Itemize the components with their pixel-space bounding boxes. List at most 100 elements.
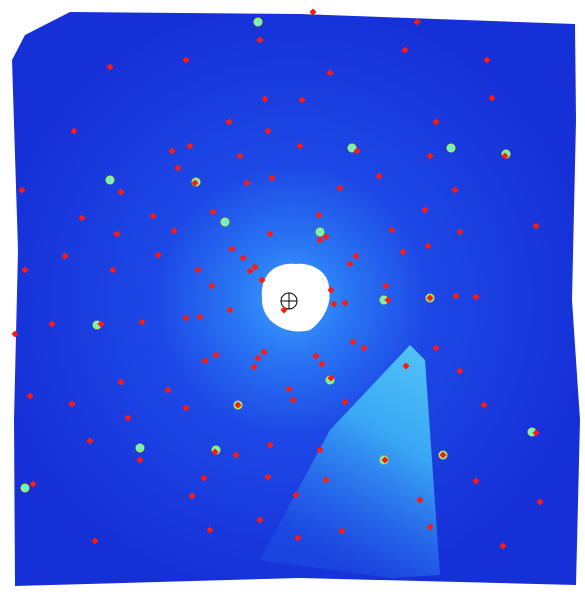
predicted-spot <box>353 147 361 155</box>
predicted-spot <box>532 429 540 437</box>
predicted-spot <box>296 142 304 150</box>
predicted-spot <box>360 344 368 352</box>
diffraction-spot <box>135 443 145 453</box>
predicted-spot <box>483 56 491 64</box>
predicted-spot <box>266 441 274 449</box>
predicted-spot <box>349 338 357 346</box>
predicted-spot <box>341 299 349 307</box>
predicted-spot <box>236 152 244 160</box>
diffraction-spot <box>20 483 30 493</box>
predicted-spot <box>439 451 447 459</box>
predicted-spot <box>472 293 480 301</box>
ice-streak <box>260 345 440 578</box>
predicted-spot <box>29 480 37 488</box>
predicted-spot <box>117 188 125 196</box>
predicted-spot <box>285 385 293 393</box>
predicted-spot <box>206 526 214 534</box>
predicted-spot <box>426 152 434 160</box>
predicted-spot <box>264 127 272 135</box>
beamstop-shadow <box>261 263 330 332</box>
predicted-spot <box>182 314 190 322</box>
predicted-spot <box>352 252 360 260</box>
predicted-spot <box>315 211 323 219</box>
predicted-spot <box>201 357 209 365</box>
predicted-spot <box>113 230 121 238</box>
predicted-spot <box>91 537 99 545</box>
predicted-spot <box>97 320 105 328</box>
predicted-spot <box>309 8 317 16</box>
predicted-spot <box>246 267 254 275</box>
predicted-spot <box>289 396 297 404</box>
predicted-spot <box>456 228 464 236</box>
predicted-spot <box>413 18 421 26</box>
predicted-spot <box>316 236 324 244</box>
predicted-spot <box>138 318 146 326</box>
predicted-spot <box>68 400 76 408</box>
predicted-spot <box>330 300 338 308</box>
predicted-spot <box>86 437 94 445</box>
predicted-spot <box>402 362 410 370</box>
predicted-spot <box>381 456 389 464</box>
predicted-spot <box>188 492 196 500</box>
predicted-spot <box>322 233 330 241</box>
predicted-spot <box>294 534 302 542</box>
diffraction-spot <box>105 175 115 185</box>
diffraction-spot <box>347 143 357 153</box>
predicted-spot <box>211 448 219 456</box>
predicted-spot <box>426 294 434 302</box>
predicted-spot <box>250 363 258 371</box>
predicted-spot <box>399 248 407 256</box>
predicted-spot <box>532 222 540 230</box>
predicted-spot <box>124 414 132 422</box>
diffraction-spot <box>253 17 263 27</box>
predicted-spot <box>336 184 344 192</box>
predicted-spot <box>226 306 234 314</box>
predicted-spot <box>280 306 288 314</box>
predicted-spot <box>232 451 240 459</box>
predicted-spot <box>432 344 440 352</box>
predicted-spot <box>251 263 259 271</box>
predicted-spot <box>149 212 157 220</box>
predicted-spot <box>182 404 190 412</box>
predicted-spot <box>488 94 496 102</box>
predicted-spot <box>228 245 236 253</box>
predicted-spot <box>421 206 429 214</box>
predicted-spot <box>11 330 19 338</box>
predicted-spot <box>256 516 264 524</box>
predicted-spot <box>117 378 125 386</box>
predicted-spot <box>327 286 335 294</box>
predicted-spot <box>164 386 172 394</box>
predicted-spot <box>168 147 176 155</box>
predicted-spot <box>346 260 354 268</box>
predicted-spot <box>292 491 300 499</box>
predicted-spot <box>48 320 56 328</box>
predicted-spot <box>327 374 335 382</box>
predicted-spot <box>194 266 202 274</box>
predicted-spot <box>18 186 26 194</box>
predicted-spot <box>61 252 69 260</box>
predicted-spot <box>191 179 199 187</box>
predicted-spot <box>174 164 182 172</box>
spot-layer <box>11 8 544 550</box>
predicted-spot <box>452 292 460 300</box>
predicted-spot <box>154 251 162 259</box>
predicted-spot <box>200 474 208 482</box>
predicted-spot <box>480 401 488 409</box>
predicted-spot <box>26 392 34 400</box>
diffraction-spot <box>220 217 230 227</box>
predicted-spot <box>426 523 434 531</box>
predicted-spot <box>341 398 349 406</box>
predicted-spot <box>106 63 114 71</box>
predicted-spot <box>375 172 383 180</box>
predicted-spot <box>338 527 346 535</box>
predicted-spot <box>472 477 480 485</box>
predicted-spot <box>260 348 268 356</box>
predicted-spot <box>456 367 464 375</box>
predicted-spot <box>499 542 507 550</box>
diffraction-spot <box>446 143 456 153</box>
predicted-spot <box>266 230 274 238</box>
predicted-spot <box>234 401 242 409</box>
predicted-spot <box>424 242 432 250</box>
predicted-spot <box>256 36 264 44</box>
